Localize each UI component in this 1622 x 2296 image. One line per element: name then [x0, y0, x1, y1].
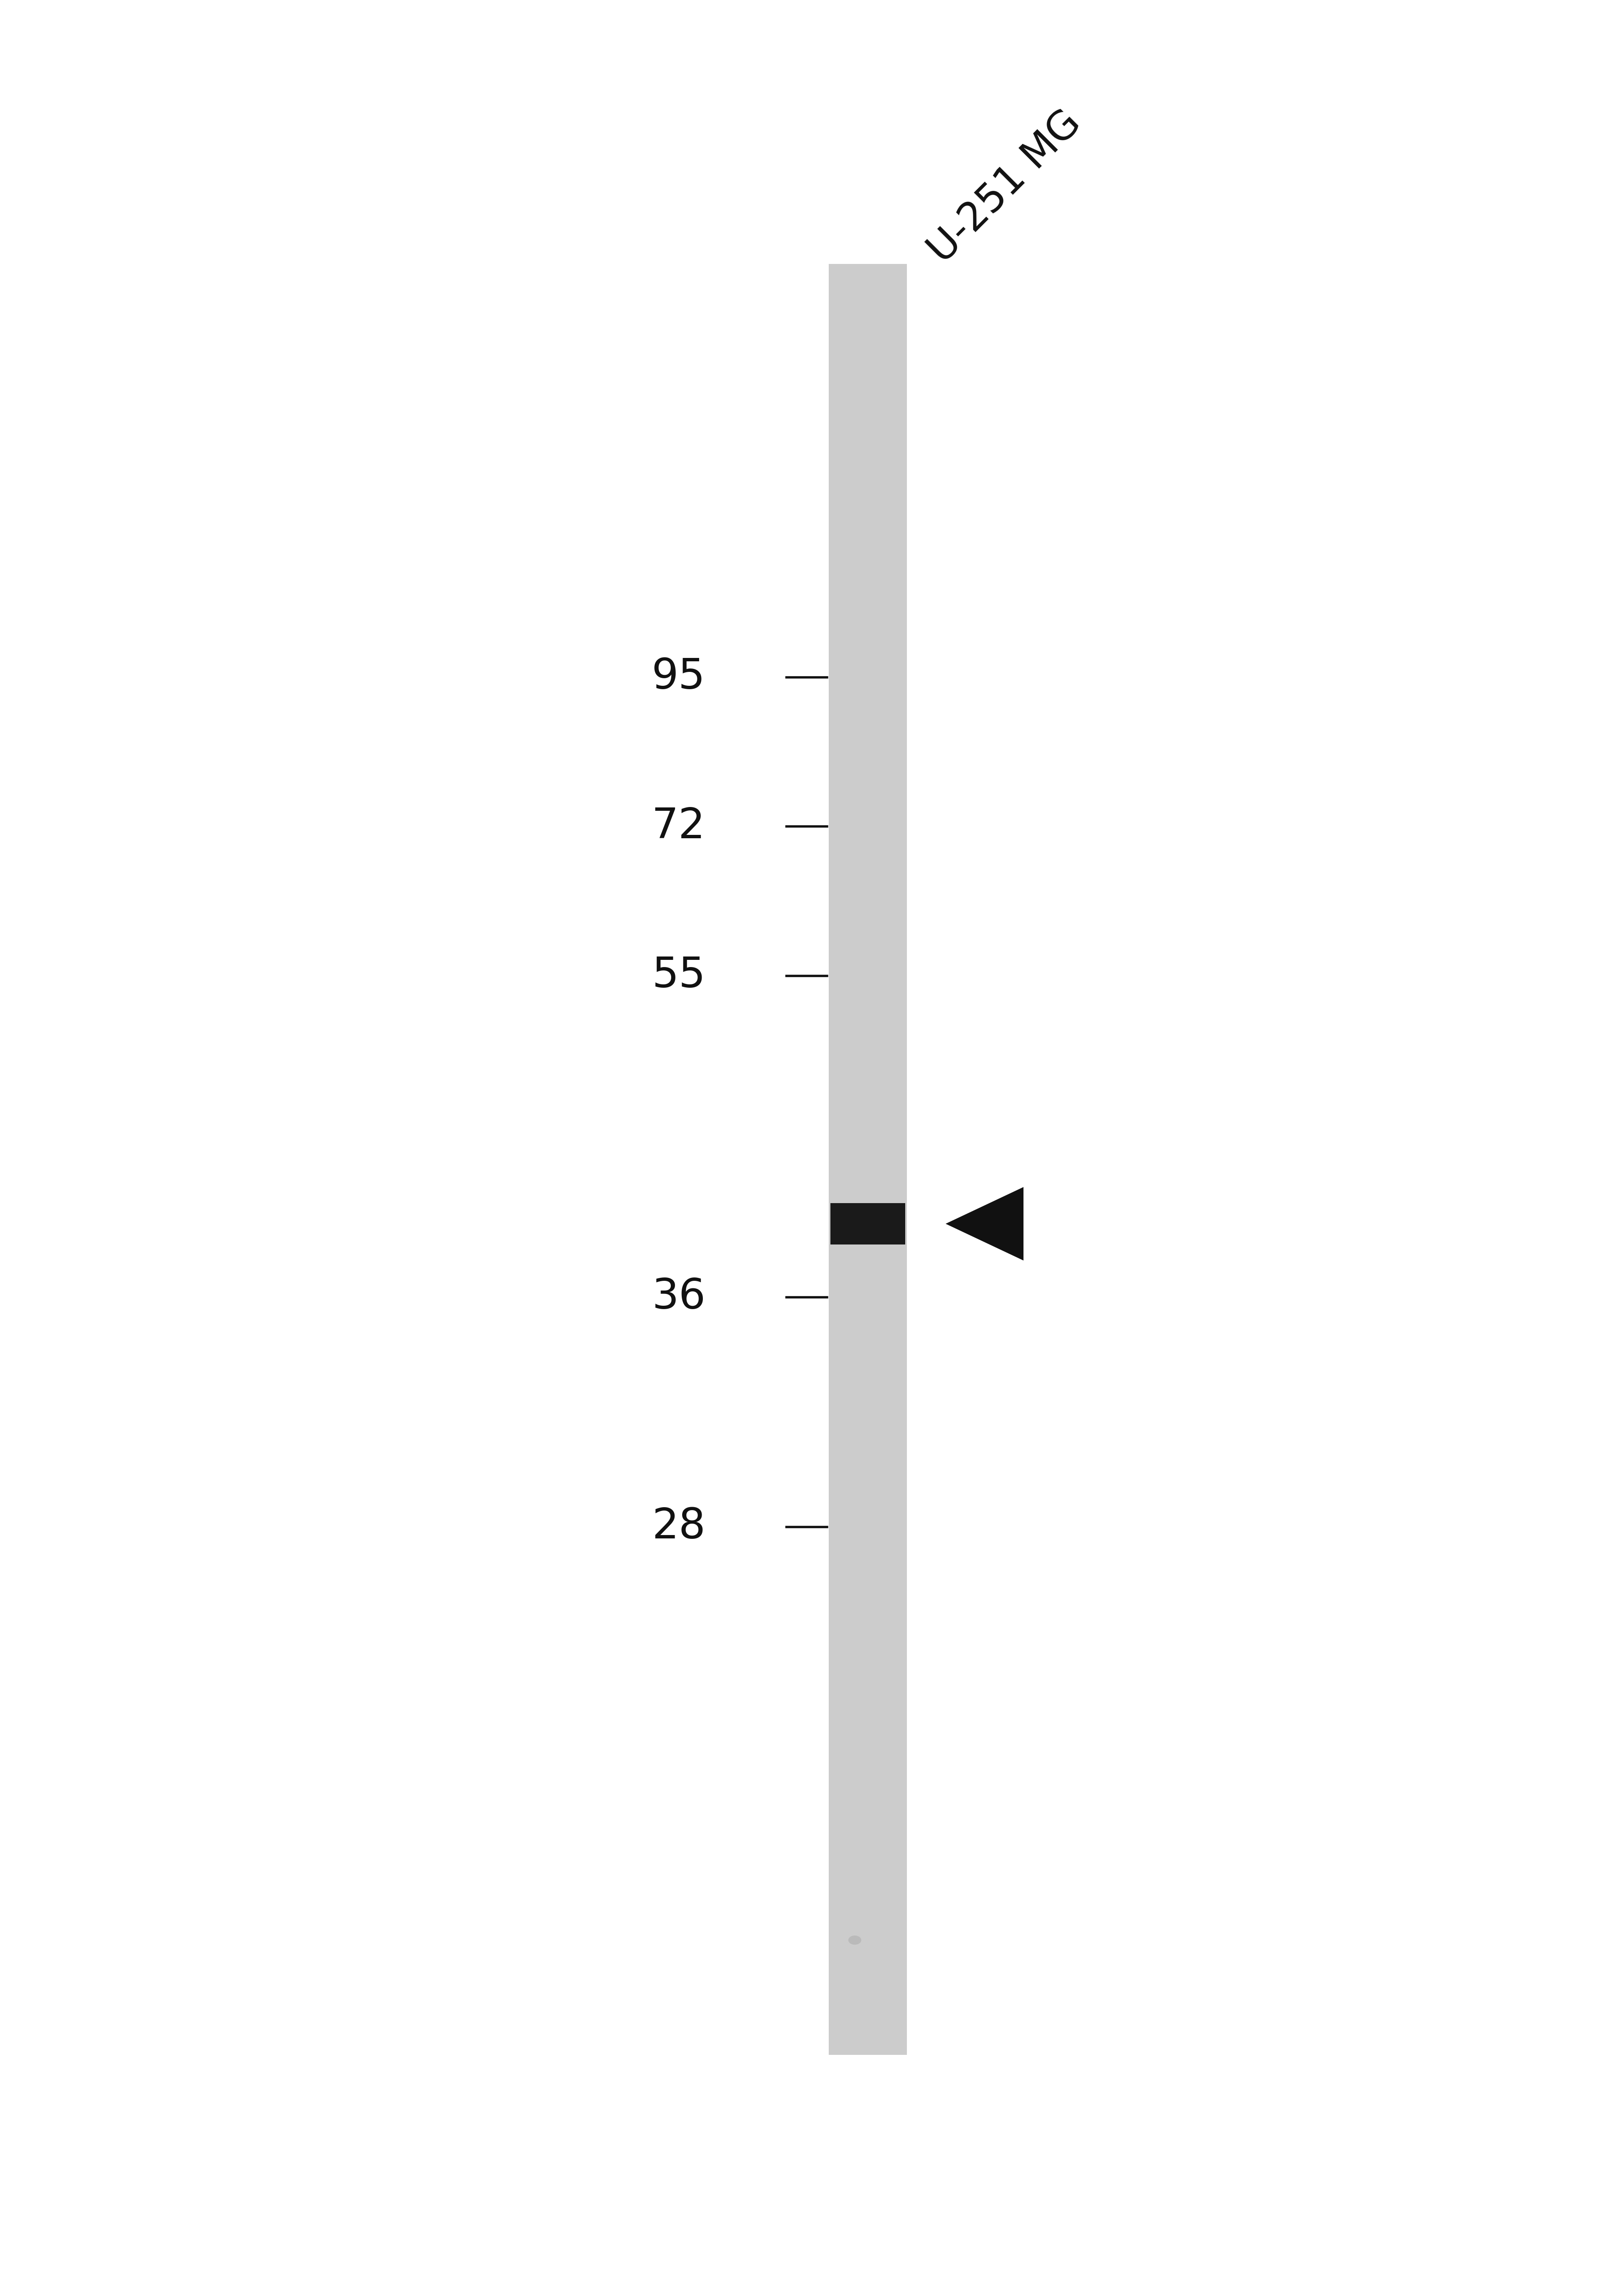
Polygon shape: [946, 1187, 1023, 1261]
Text: 28: 28: [652, 1506, 706, 1548]
Text: 55: 55: [652, 955, 706, 996]
Text: 36: 36: [652, 1277, 706, 1318]
Text: 95: 95: [652, 657, 706, 698]
Bar: [830, 1203, 905, 1244]
Text: U-251 MG: U-251 MG: [921, 103, 1088, 271]
Bar: [829, 264, 907, 2055]
Text: 72: 72: [652, 806, 706, 847]
Ellipse shape: [848, 1936, 861, 1945]
